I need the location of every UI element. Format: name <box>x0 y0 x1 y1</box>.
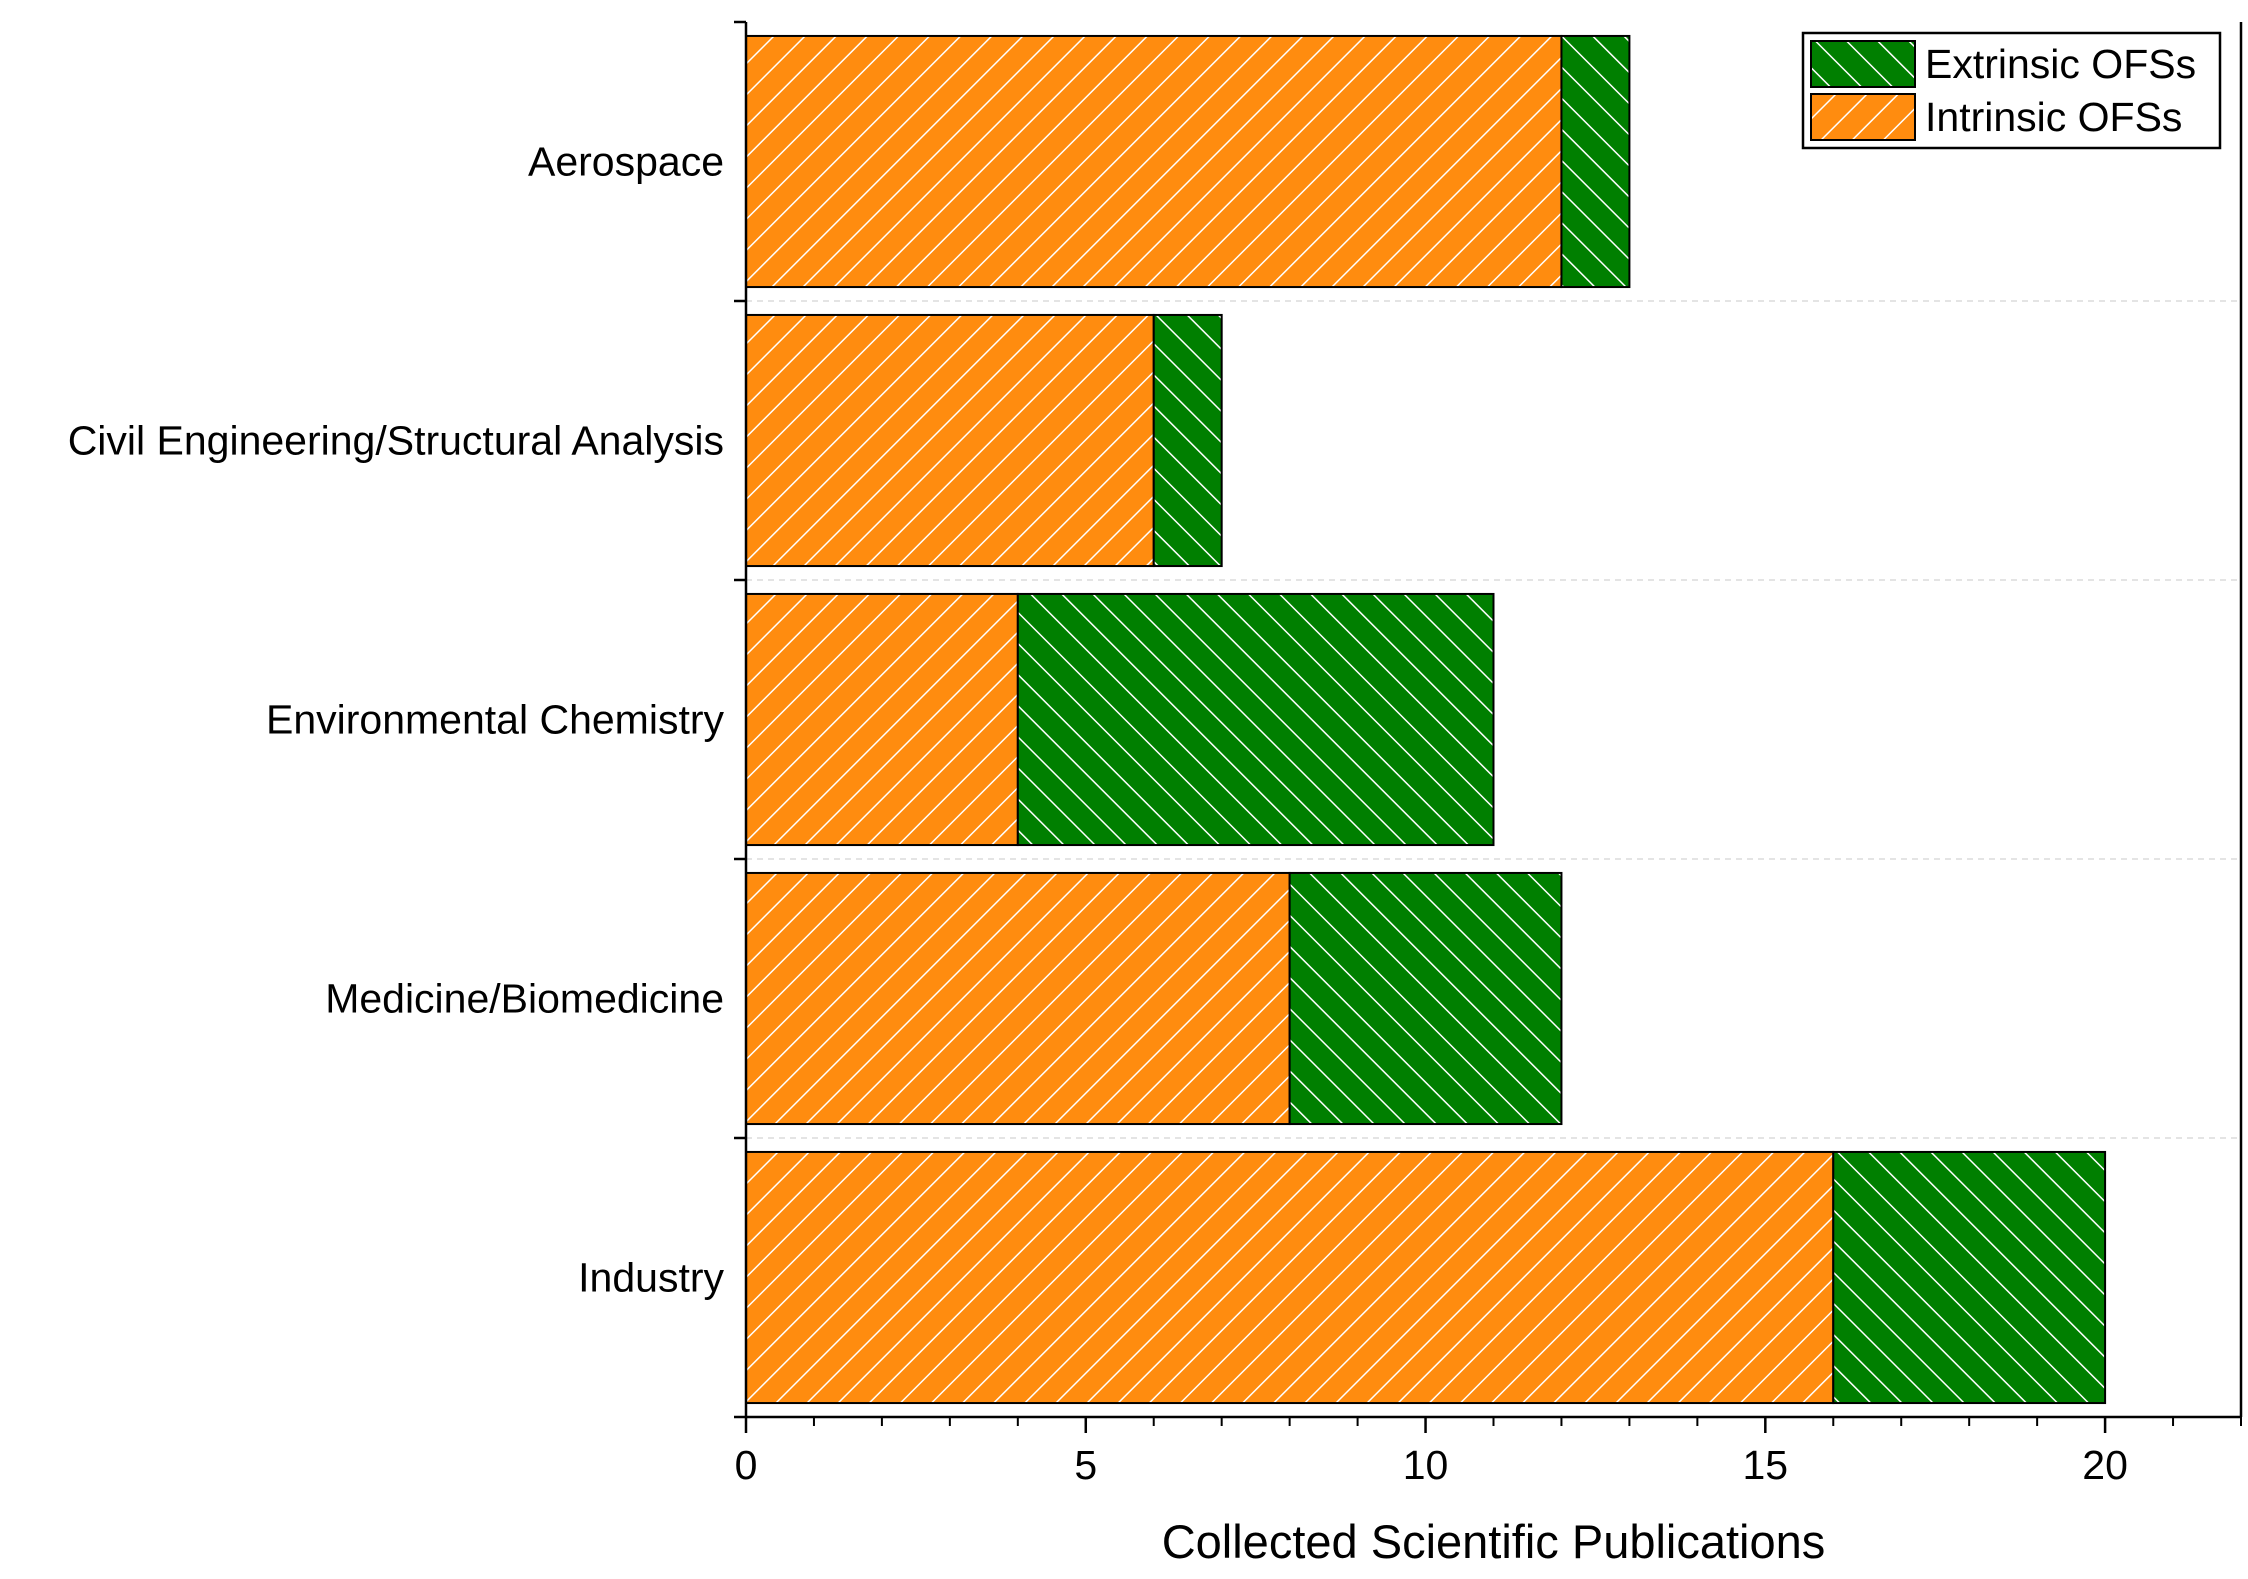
category-label-aerospace: Aerospace <box>528 139 724 185</box>
category-label-civil-engineering-structural-analysis: Civil Engineering/Structural Analysis <box>68 418 724 464</box>
x-tick-label-15: 15 <box>1743 1442 1789 1488</box>
x-tick-label-20: 20 <box>2082 1442 2128 1488</box>
bar-extrinsic-ofss-environmental-chemistry <box>1016 592 1495 847</box>
grid-layer <box>746 300 2241 1139</box>
bar-extrinsic-ofss-civil-engineering-structural-analysis <box>1152 313 1223 568</box>
labels-layer: Aerospace Civil Engineering/Structural An… <box>68 139 2128 1569</box>
x-axis-title: Collected Scientific Publications <box>1162 1515 1826 1568</box>
bars-layer <box>745 34 2107 1405</box>
legend-label-intrinsic-ofss: Intrinsic OFSs <box>1925 94 2182 140</box>
bar-intrinsic-ofss-civil-engineering-structural-analysis <box>745 313 1155 568</box>
category-label-medicine-biomedicine: Medicine/Biomedicine <box>325 976 724 1022</box>
legend: Extrinsic OFSs Intrinsic OFSs <box>1801 31 2222 150</box>
x-tick-label-5: 5 <box>1074 1442 1097 1488</box>
category-label-environmental-chemistry: Environmental Chemistry <box>266 697 724 743</box>
legend-swatch-intrinsic-ofss <box>1810 93 1916 141</box>
legend-label-extrinsic-ofss: Extrinsic OFSs <box>1925 41 2196 87</box>
bar-extrinsic-ofss-aerospace <box>1560 34 1631 289</box>
x-tick-label-0: 0 <box>735 1442 758 1488</box>
legend-swatch-extrinsic-ofss <box>1810 40 1916 88</box>
bar-intrinsic-ofss-industry <box>745 1150 1835 1405</box>
bar-extrinsic-ofss-medicine-biomedicine <box>1288 871 1563 1126</box>
axes-layer <box>734 20 2243 1433</box>
x-tick-label-10: 10 <box>1403 1442 1449 1488</box>
bar-intrinsic-ofss-aerospace <box>745 34 1563 289</box>
bar-intrinsic-ofss-environmental-chemistry <box>745 592 1019 847</box>
category-label-industry: Industry <box>578 1255 724 1301</box>
bar-intrinsic-ofss-medicine-biomedicine <box>745 871 1291 1126</box>
bar-extrinsic-ofss-industry <box>1832 1150 2107 1405</box>
